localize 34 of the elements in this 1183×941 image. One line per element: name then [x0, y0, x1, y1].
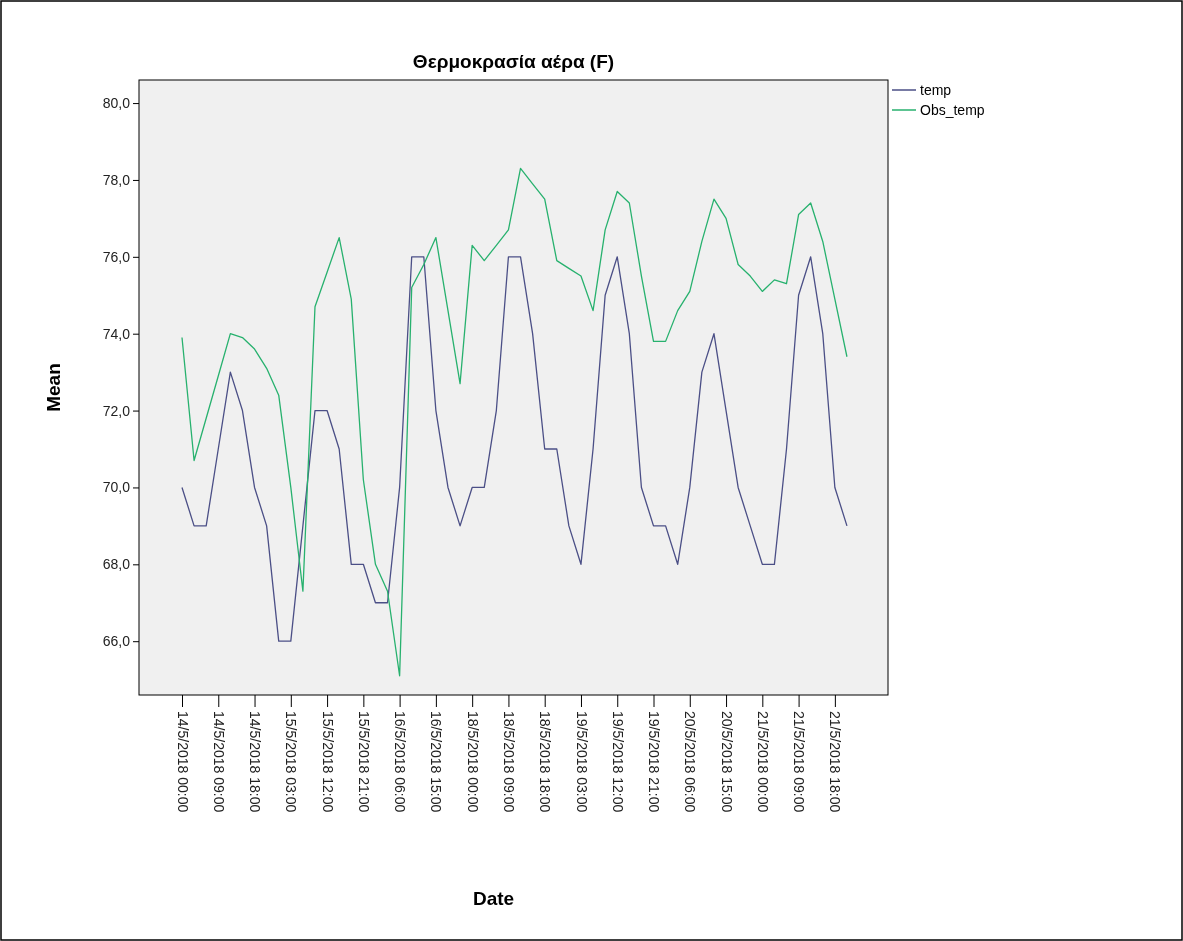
- x-axis-title: Date: [472, 888, 515, 909]
- line-series: [181, 167, 848, 677]
- x-tick-label: 14/5/2018 00:00: [174, 711, 191, 813]
- x-tick-label: 15/5/2018 12:00: [319, 711, 336, 813]
- x-tick-label: 19/5/2018 12:00: [609, 711, 626, 813]
- y-tick-label: 72,0: [102, 402, 131, 419]
- x-tick-label: 18/5/2018 00:00: [464, 711, 481, 813]
- x-tick-label: 20/5/2018 06:00: [682, 711, 699, 813]
- x-tick-label: 19/5/2018 03:00: [573, 711, 590, 813]
- x-tick-label: 16/5/2018 06:00: [392, 711, 409, 813]
- x-tick-label: 19/5/2018 21:00: [646, 711, 663, 813]
- x-tick-label: 21/5/2018 09:00: [791, 711, 808, 813]
- x-tick-label: 16/5/2018 15:00: [428, 711, 445, 813]
- y-tick-label: 76,0: [102, 248, 131, 265]
- y-tick-label: 78,0: [102, 171, 131, 188]
- legend-label: Obs_temp: [920, 101, 985, 118]
- line-series: [181, 256, 848, 642]
- legend-label: temp: [920, 81, 952, 98]
- x-tick-label: 14/5/2018 18:00: [247, 711, 264, 813]
- x-tick-label: 21/5/2018 00:00: [754, 711, 771, 813]
- x-tick-label: 18/5/2018 09:00: [501, 711, 518, 813]
- y-tick-label: 74,0: [102, 325, 131, 342]
- x-tick-label: 21/5/2018 18:00: [827, 711, 844, 813]
- y-tick-label: 70,0: [102, 479, 131, 496]
- y-tick-label: 80,0: [102, 95, 131, 112]
- chart-title: Θερμοκρασία αέρα (F): [412, 51, 615, 72]
- x-tick-label: 14/5/2018 09:00: [210, 711, 227, 813]
- y-axis-title: Mean: [43, 363, 64, 412]
- y-tick-label: 68,0: [102, 556, 131, 573]
- x-tick-label: 20/5/2018 15:00: [718, 711, 735, 813]
- x-tick-label: 15/5/2018 21:00: [355, 711, 372, 813]
- x-tick-label: 18/5/2018 18:00: [537, 711, 554, 813]
- x-tick-label: 15/5/2018 03:00: [283, 711, 300, 813]
- y-tick-label: 66,0: [102, 633, 131, 650]
